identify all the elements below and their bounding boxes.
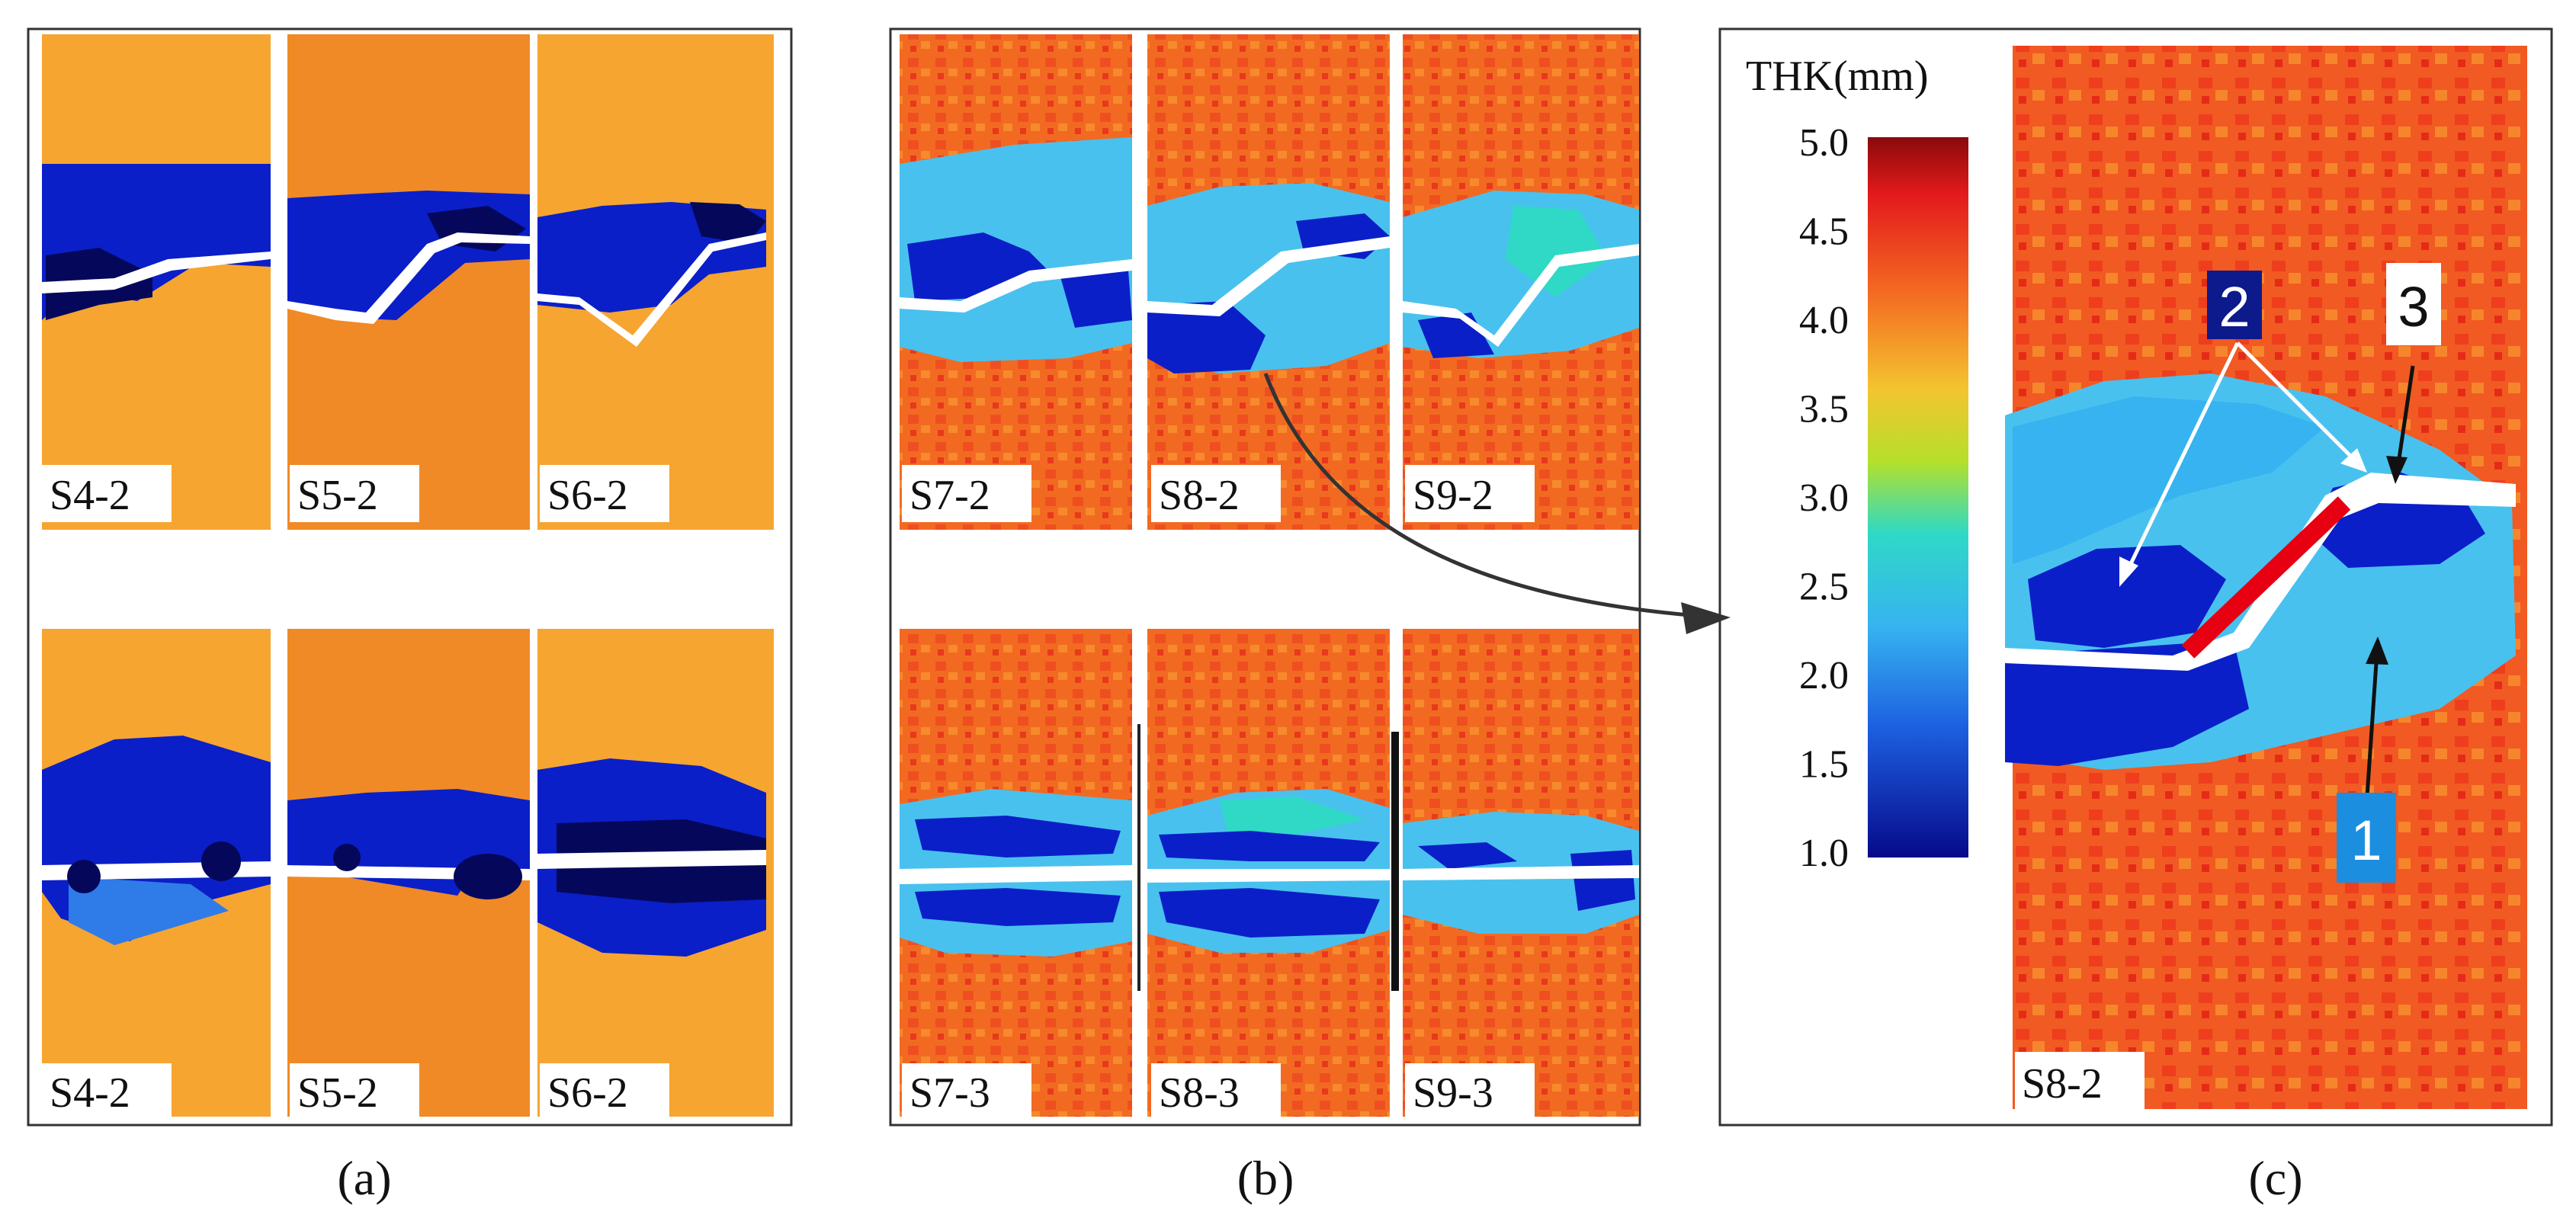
label-b-top-1: S7-2 [909,472,990,519]
colorbar-tick-label: 3.0 [1799,476,1849,520]
label-a-bottom-1: S4-2 [50,1069,130,1117]
specimen-b-bottom-3 [1403,629,1639,1117]
annotation-arrows [2119,341,2415,797]
colorbar-tick-label: 5.0 [1799,121,1849,165]
specimen-a-bottom-1 [42,629,271,1117]
colorbar-tick-label: 4.0 [1799,299,1849,342]
specimen-a-bottom-3 [537,629,774,1117]
label-a-top-2: S5-2 [297,472,378,519]
colorbar-ticks: 5.0 4.5 4.0 3.5 3.0 2.5 2.0 1.5 1.0 [1799,121,1849,875]
caption-b: (b) [1237,1151,1294,1205]
specimen-a-top-1 [42,34,271,530]
label-a-top-1: S4-2 [50,472,130,519]
colorbar-tick-label: 2.5 [1799,566,1849,609]
panel-a-labels: S4-2 S5-2 S6-2 S4-2 S5-2 S6-2 [42,465,669,1120]
marker-3: 3 [2398,275,2429,338]
label-b-bottom-1: S7-3 [909,1069,990,1117]
label-a-top-3: S6-2 [547,472,628,519]
marker-1-box [2337,793,2396,883]
crack-line [2181,496,2351,659]
colorbar-tick-label: 3.5 [1799,388,1849,431]
specimen-b-top-1 [900,34,1132,530]
colorbar: THK(mm) 5.0 4.5 4.0 3.5 3.0 2.5 2.0 1.5 1.0 [1746,53,1968,875]
specimen-a-top-3 [537,34,774,530]
colorbar-tick-label: 4.5 [1799,210,1849,254]
specimen-c [2005,46,2527,1109]
colorbar-tick-label: 1.5 [1799,743,1849,787]
connector-arrowhead [1681,602,1731,634]
label-a-bottom-3: S6-2 [547,1069,628,1117]
panel-b-frame [889,27,1641,1127]
colorbar-tick-label: 2.0 [1799,654,1849,697]
specimen-b-top-3 [1403,34,1639,530]
panel-b-labels: S7-2 S8-2 S9-2 S7-3 S8-3 S9-3 [902,465,1535,1120]
caption-c: (c) [2248,1151,2302,1205]
label-b-top-3: S9-2 [1413,472,1493,519]
marker-3-box [2386,263,2441,345]
specimen-b-bottom-1 [900,629,1132,1117]
panel-c: THK(mm) 5.0 4.5 4.0 3.5 3.0 2.5 2.0 1.5 1.0 [1718,27,2553,1205]
connector-arrow [1263,373,1720,620]
specimen-b-top-2 [1147,34,1390,530]
colorbar-title: THK(mm) [1746,53,1929,100]
label-b-top-2: S8-2 [1159,472,1240,519]
label-c: S8-2 [2022,1060,2103,1108]
specimen-a-top-2 [287,34,530,530]
panel-c-frame [1718,27,2553,1127]
label-a-bottom-2: S5-2 [297,1069,378,1117]
marker-2-box [2207,271,2262,339]
label-b-bottom-3: S9-3 [1413,1069,1493,1117]
label-b-bottom-2: S8-3 [1159,1069,1240,1117]
panel-b: S7-2 S8-2 S9-2 S7-3 S8-3 S9-3 (b) [889,27,1731,1205]
colorbar-tick-label: 1.0 [1799,832,1849,875]
panel-a-frame [27,27,793,1127]
specimen-a-bottom-2 [287,629,530,1117]
specimen-b-bottom-2 [1147,629,1390,1117]
colorbar-gradient [1868,137,1968,858]
panel-a: S4-2 S5-2 S6-2 S4-2 S5-2 S6-2 (a) [27,27,793,1205]
caption-a: (a) [337,1151,391,1205]
marker-2: 2 [2218,275,2250,338]
marker-1: 1 [2350,809,2382,872]
